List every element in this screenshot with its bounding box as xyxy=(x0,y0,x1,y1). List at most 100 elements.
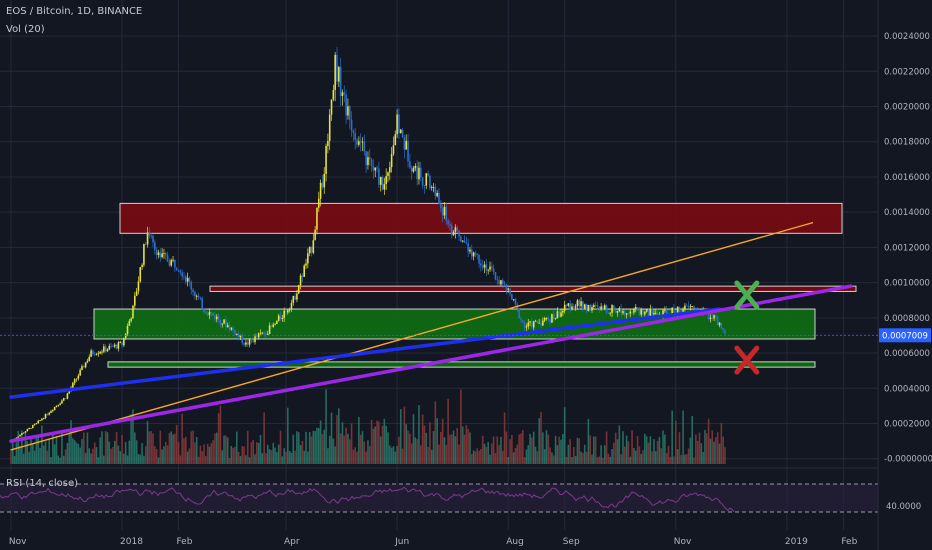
volume-bar xyxy=(192,430,194,464)
x-tick-label: Feb xyxy=(841,537,857,547)
volume-bar xyxy=(90,453,92,464)
candle-body xyxy=(676,306,679,315)
candle-body xyxy=(72,382,74,388)
volume-bar xyxy=(416,439,418,464)
candle-body xyxy=(48,412,50,415)
volume-bar xyxy=(50,456,52,464)
volume-bar xyxy=(465,424,468,464)
candle-body xyxy=(323,173,326,188)
volume-bar xyxy=(223,435,225,464)
candle-body xyxy=(374,167,377,171)
x-tick-label: Sep xyxy=(563,537,580,547)
candle-body xyxy=(133,295,136,306)
volume-bar xyxy=(409,433,411,464)
candle-body xyxy=(385,176,387,184)
volume-bar xyxy=(412,414,415,464)
candle-body xyxy=(203,309,205,313)
volume-bar xyxy=(569,439,571,464)
volume-bar xyxy=(381,425,384,464)
volume-bar xyxy=(582,452,584,464)
candle-body xyxy=(345,94,347,116)
volume-bar xyxy=(405,424,408,464)
volume-bar xyxy=(654,451,657,464)
volume-bar xyxy=(352,449,355,464)
volume-bar xyxy=(121,435,123,464)
candle-body xyxy=(472,252,475,257)
volume-bar xyxy=(310,436,313,464)
volume-bar xyxy=(419,445,422,464)
volume-bar xyxy=(558,436,561,464)
volume-bar xyxy=(498,445,500,464)
volume-bar xyxy=(567,444,570,464)
candle-body xyxy=(310,246,313,253)
time-axis[interactable]: Nov 2018 Feb Apr Jun Aug Sep Nov 2019 Feb xyxy=(9,537,858,547)
volume-bar xyxy=(651,451,653,464)
volume-bar xyxy=(401,448,404,464)
candle-body xyxy=(316,207,318,230)
volume-bar xyxy=(183,438,185,464)
volume-bar xyxy=(361,431,364,464)
resistance-zone-lower xyxy=(209,285,857,292)
candle-body xyxy=(261,332,264,334)
volume-bar xyxy=(92,448,94,464)
volume-bar xyxy=(507,457,510,464)
volume-bar xyxy=(316,427,318,464)
candle-body xyxy=(161,253,163,258)
volume-bar xyxy=(685,454,688,464)
candle-body xyxy=(664,309,666,311)
volume-bar xyxy=(461,426,464,464)
volume-bar xyxy=(185,436,187,464)
volume-bar xyxy=(583,444,586,464)
candle-body xyxy=(673,307,675,314)
candle-body xyxy=(314,229,316,241)
volume-bar xyxy=(268,449,271,464)
candle-body xyxy=(569,303,571,310)
volume-bar xyxy=(696,441,699,464)
candle-body xyxy=(350,119,353,131)
volume-bar xyxy=(146,421,149,464)
candle-body xyxy=(511,294,513,300)
candle-body xyxy=(305,263,307,266)
volume-bar xyxy=(649,436,652,464)
volume-bar xyxy=(128,440,131,464)
candle-body xyxy=(317,198,320,208)
rsi-indicator-label: RSI (14, close) xyxy=(6,478,79,489)
candle-body xyxy=(288,309,291,311)
volume-bar xyxy=(73,440,76,464)
candle-body xyxy=(571,306,573,310)
candle-body xyxy=(361,141,364,143)
candle-body xyxy=(177,269,180,271)
candle-body xyxy=(582,301,584,310)
candle-body xyxy=(403,137,406,150)
volume-bar xyxy=(261,453,264,464)
volume-bar xyxy=(143,455,145,464)
candle-body xyxy=(55,405,58,408)
volume-bar xyxy=(232,448,234,464)
candle-body xyxy=(174,259,176,268)
candle-body xyxy=(146,232,149,245)
candle-body xyxy=(281,317,284,319)
candle-body xyxy=(520,318,522,320)
candle-body xyxy=(31,425,34,429)
candle-body xyxy=(250,338,253,341)
purple-trendline xyxy=(9,284,853,443)
candle-body xyxy=(432,187,435,188)
candle-body xyxy=(92,350,94,355)
candle-body xyxy=(498,280,500,285)
candle-body xyxy=(33,424,36,426)
volume-bar xyxy=(164,441,167,464)
candle-body xyxy=(653,312,655,315)
volume-bar xyxy=(159,430,162,464)
volume-bar xyxy=(303,450,306,464)
candle-body xyxy=(376,167,378,169)
candle-body xyxy=(126,325,129,334)
candle-body xyxy=(154,242,156,250)
volume-bar xyxy=(496,436,499,464)
volume-bar xyxy=(427,447,429,464)
volume-bar xyxy=(133,432,136,464)
candle-body xyxy=(359,141,362,143)
volume-bar xyxy=(532,431,535,464)
candle-body xyxy=(325,145,327,174)
